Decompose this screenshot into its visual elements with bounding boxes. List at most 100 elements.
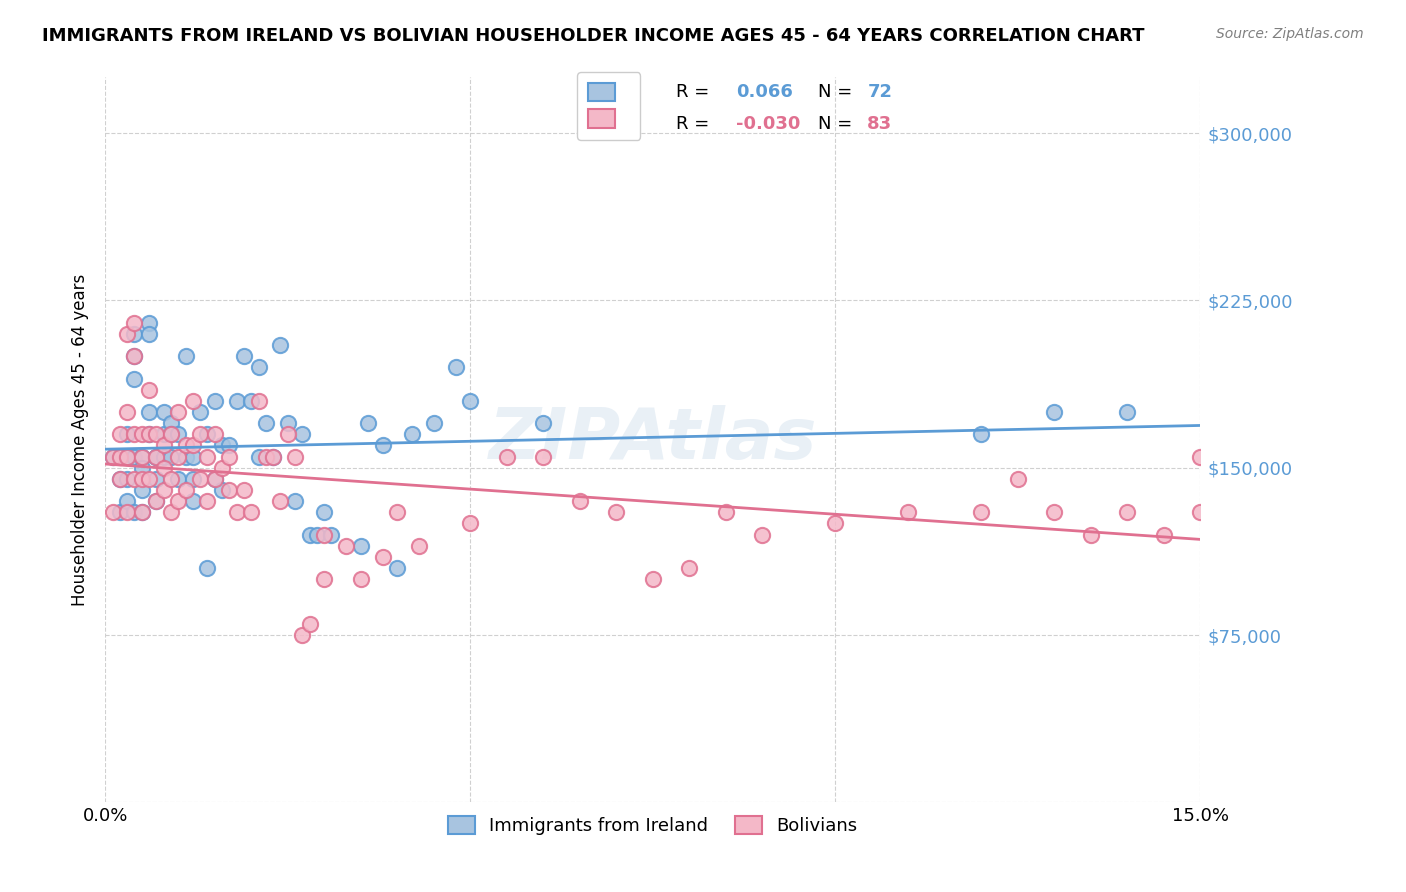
Point: [131, 450, 153, 464]
Point: [1043, 405, 1066, 419]
Point: [152, 405, 174, 419]
Point: [970, 505, 993, 519]
Point: [124, 450, 146, 464]
Point: [152, 427, 174, 442]
Point: [181, 494, 204, 508]
Point: [197, 427, 219, 442]
Point: [115, 427, 138, 442]
Point: [204, 427, 226, 442]
Point: [131, 505, 153, 519]
Point: [970, 427, 993, 442]
Point: [218, 438, 240, 452]
Point: [188, 427, 211, 442]
Text: N =: N =: [818, 84, 858, 102]
Point: [181, 450, 204, 464]
Point: [277, 416, 299, 430]
Point: [101, 505, 124, 519]
Point: [138, 427, 160, 442]
Point: [197, 450, 219, 464]
Point: [211, 438, 233, 452]
Point: [458, 516, 481, 531]
Point: [167, 472, 190, 486]
Point: [714, 505, 737, 519]
Point: [254, 416, 277, 430]
Point: [167, 427, 190, 442]
Point: [145, 494, 167, 508]
Point: [204, 472, 226, 486]
Point: [305, 527, 328, 541]
Point: [408, 539, 430, 553]
Point: [350, 539, 373, 553]
Point: [262, 450, 284, 464]
Point: [262, 450, 284, 464]
Point: [115, 450, 138, 464]
Point: [131, 450, 153, 464]
Point: [145, 427, 167, 442]
Text: Source: ZipAtlas.com: Source: ZipAtlas.com: [1216, 27, 1364, 41]
Point: [204, 472, 226, 486]
Point: [240, 393, 263, 408]
Point: [1226, 516, 1249, 531]
Point: [138, 326, 160, 341]
Text: IMMIGRANTS FROM IRELAND VS BOLIVIAN HOUSEHOLDER INCOME AGES 45 - 64 YEARS CORREL: IMMIGRANTS FROM IRELAND VS BOLIVIAN HOUS…: [42, 27, 1144, 45]
Legend: Immigrants from Ireland, Bolivians: Immigrants from Ireland, Bolivians: [439, 806, 868, 844]
Point: [145, 494, 167, 508]
Point: [115, 405, 138, 419]
Point: [1007, 472, 1029, 486]
Point: [145, 472, 167, 486]
Point: [145, 450, 167, 464]
Point: [124, 505, 146, 519]
Point: [160, 505, 183, 519]
Point: [145, 450, 167, 464]
Point: [152, 483, 174, 497]
Point: [115, 494, 138, 508]
Point: [181, 472, 204, 486]
Point: [401, 427, 423, 442]
Point: [167, 450, 190, 464]
Point: [678, 561, 700, 575]
Point: [108, 472, 131, 486]
Point: [247, 450, 270, 464]
Point: [232, 483, 254, 497]
Point: [174, 349, 197, 363]
Point: [152, 438, 174, 452]
Point: [124, 326, 146, 341]
Point: [422, 416, 444, 430]
Point: [314, 527, 336, 541]
Point: [115, 326, 138, 341]
Point: [211, 460, 233, 475]
Point: [101, 450, 124, 464]
Point: [291, 427, 314, 442]
Point: [108, 472, 131, 486]
Point: [124, 316, 146, 330]
Point: [269, 494, 291, 508]
Point: [160, 472, 183, 486]
Point: [108, 450, 131, 464]
Text: R =: R =: [676, 84, 714, 102]
Point: [131, 505, 153, 519]
Point: [174, 450, 197, 464]
Point: [197, 494, 219, 508]
Text: R =: R =: [676, 115, 714, 133]
Point: [204, 393, 226, 408]
Point: [314, 505, 336, 519]
Point: [284, 450, 307, 464]
Text: ZIPAtlas: ZIPAtlas: [488, 405, 817, 475]
Text: 0.066: 0.066: [735, 84, 793, 102]
Point: [124, 371, 146, 385]
Point: [101, 450, 124, 464]
Point: [247, 393, 270, 408]
Point: [138, 405, 160, 419]
Point: [218, 483, 240, 497]
Point: [131, 460, 153, 475]
Point: [167, 494, 190, 508]
Point: [458, 393, 481, 408]
Point: [197, 561, 219, 575]
Point: [131, 483, 153, 497]
Point: [357, 416, 380, 430]
Point: [218, 450, 240, 464]
Point: [138, 316, 160, 330]
Point: [291, 628, 314, 642]
Point: [174, 483, 197, 497]
Point: [138, 472, 160, 486]
